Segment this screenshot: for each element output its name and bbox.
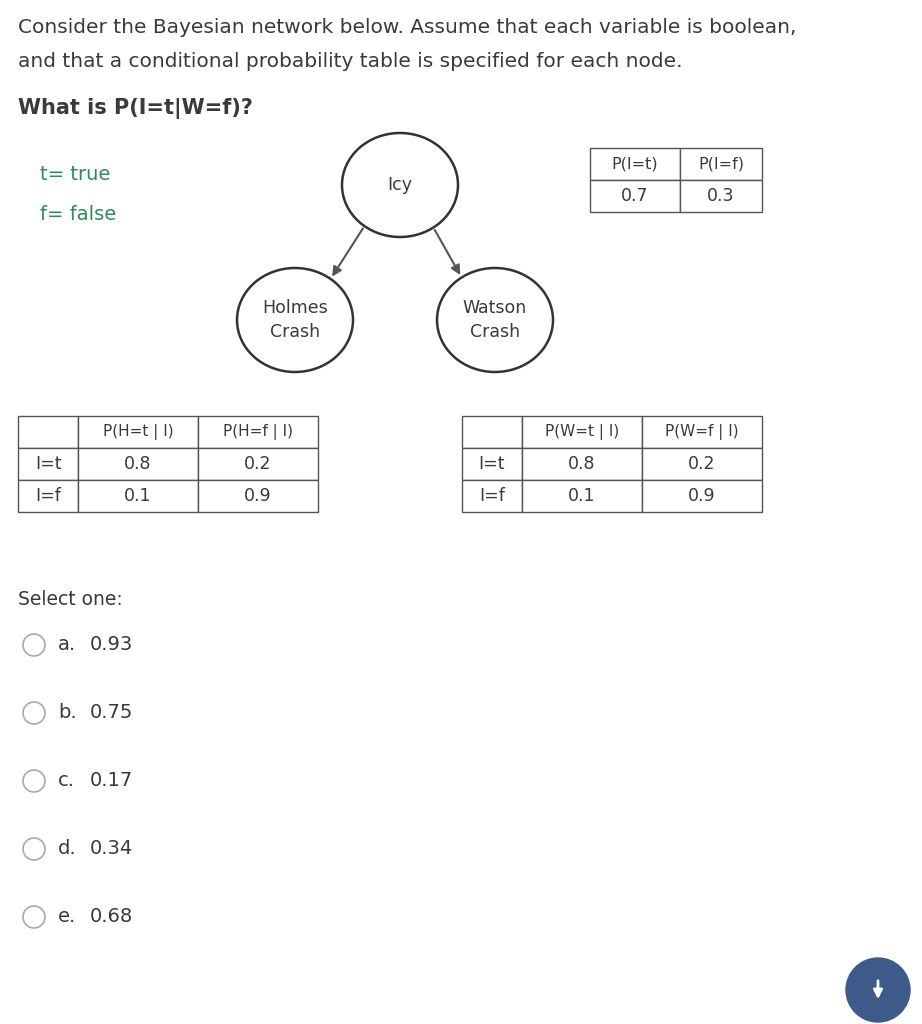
- Bar: [198, 416, 318, 449]
- Text: P(H=f | I): P(H=f | I): [223, 424, 293, 440]
- Text: Holmes
Crash: Holmes Crash: [262, 299, 328, 341]
- Text: 0.3: 0.3: [707, 187, 735, 205]
- Text: Icy: Icy: [387, 176, 412, 194]
- Bar: [642, 449, 762, 480]
- Bar: [680, 148, 762, 180]
- Bar: [462, 449, 522, 480]
- Text: 0.68: 0.68: [90, 907, 134, 927]
- Text: I=f: I=f: [479, 487, 505, 505]
- Ellipse shape: [23, 906, 45, 928]
- Text: and that a conditional probability table is specified for each node.: and that a conditional probability table…: [18, 52, 682, 71]
- Bar: [522, 449, 642, 480]
- Bar: [462, 480, 522, 512]
- Text: I=t: I=t: [35, 455, 61, 473]
- Text: 0.8: 0.8: [568, 455, 596, 473]
- Ellipse shape: [23, 702, 45, 724]
- Text: 0.34: 0.34: [90, 840, 134, 858]
- Text: d.: d.: [58, 840, 77, 858]
- Text: P(W=t | I): P(W=t | I): [545, 424, 620, 440]
- Text: Consider the Bayesian network below. Assume that each variable is boolean,: Consider the Bayesian network below. Ass…: [18, 18, 797, 37]
- Text: Watson
Crash: Watson Crash: [463, 299, 527, 341]
- Text: 0.7: 0.7: [621, 187, 649, 205]
- Text: b.: b.: [58, 703, 77, 723]
- Bar: [198, 449, 318, 480]
- Text: P(I=f): P(I=f): [698, 157, 744, 171]
- Bar: [18, 449, 78, 480]
- Bar: [642, 480, 762, 512]
- Text: c.: c.: [58, 771, 75, 791]
- Text: 0.2: 0.2: [244, 455, 272, 473]
- Bar: [18, 416, 78, 449]
- Bar: [78, 480, 198, 512]
- Text: 0.1: 0.1: [124, 487, 152, 505]
- Text: 0.8: 0.8: [124, 455, 152, 473]
- Text: Select one:: Select one:: [18, 590, 123, 609]
- Text: I=f: I=f: [35, 487, 61, 505]
- Text: I=t: I=t: [479, 455, 505, 473]
- Text: e.: e.: [58, 907, 77, 927]
- Text: 0.2: 0.2: [688, 455, 715, 473]
- Text: What is P(I=t|W=f)?: What is P(I=t|W=f)?: [18, 98, 253, 119]
- Text: f= false: f= false: [40, 205, 116, 224]
- Bar: [590, 148, 680, 180]
- Ellipse shape: [846, 958, 910, 1022]
- Bar: [522, 416, 642, 449]
- Text: 0.1: 0.1: [568, 487, 596, 505]
- Text: t= true: t= true: [40, 165, 111, 184]
- Bar: [18, 480, 78, 512]
- Text: P(H=t | I): P(H=t | I): [102, 424, 173, 440]
- Text: P(I=t): P(I=t): [611, 157, 658, 171]
- Bar: [462, 416, 522, 449]
- Text: P(W=f | I): P(W=f | I): [665, 424, 739, 440]
- Text: a.: a.: [58, 636, 77, 654]
- Bar: [680, 180, 762, 212]
- Text: 0.9: 0.9: [688, 487, 715, 505]
- Bar: [522, 480, 642, 512]
- Text: 0.75: 0.75: [90, 703, 134, 723]
- Bar: [78, 449, 198, 480]
- Bar: [78, 416, 198, 449]
- Text: 0.9: 0.9: [244, 487, 272, 505]
- Bar: [642, 416, 762, 449]
- Ellipse shape: [23, 634, 45, 656]
- Ellipse shape: [437, 268, 553, 372]
- Bar: [590, 180, 680, 212]
- Ellipse shape: [342, 133, 458, 237]
- Ellipse shape: [237, 268, 353, 372]
- Text: 0.93: 0.93: [90, 636, 134, 654]
- Ellipse shape: [23, 838, 45, 860]
- Bar: [198, 480, 318, 512]
- Text: 0.17: 0.17: [90, 771, 134, 791]
- Ellipse shape: [23, 770, 45, 792]
